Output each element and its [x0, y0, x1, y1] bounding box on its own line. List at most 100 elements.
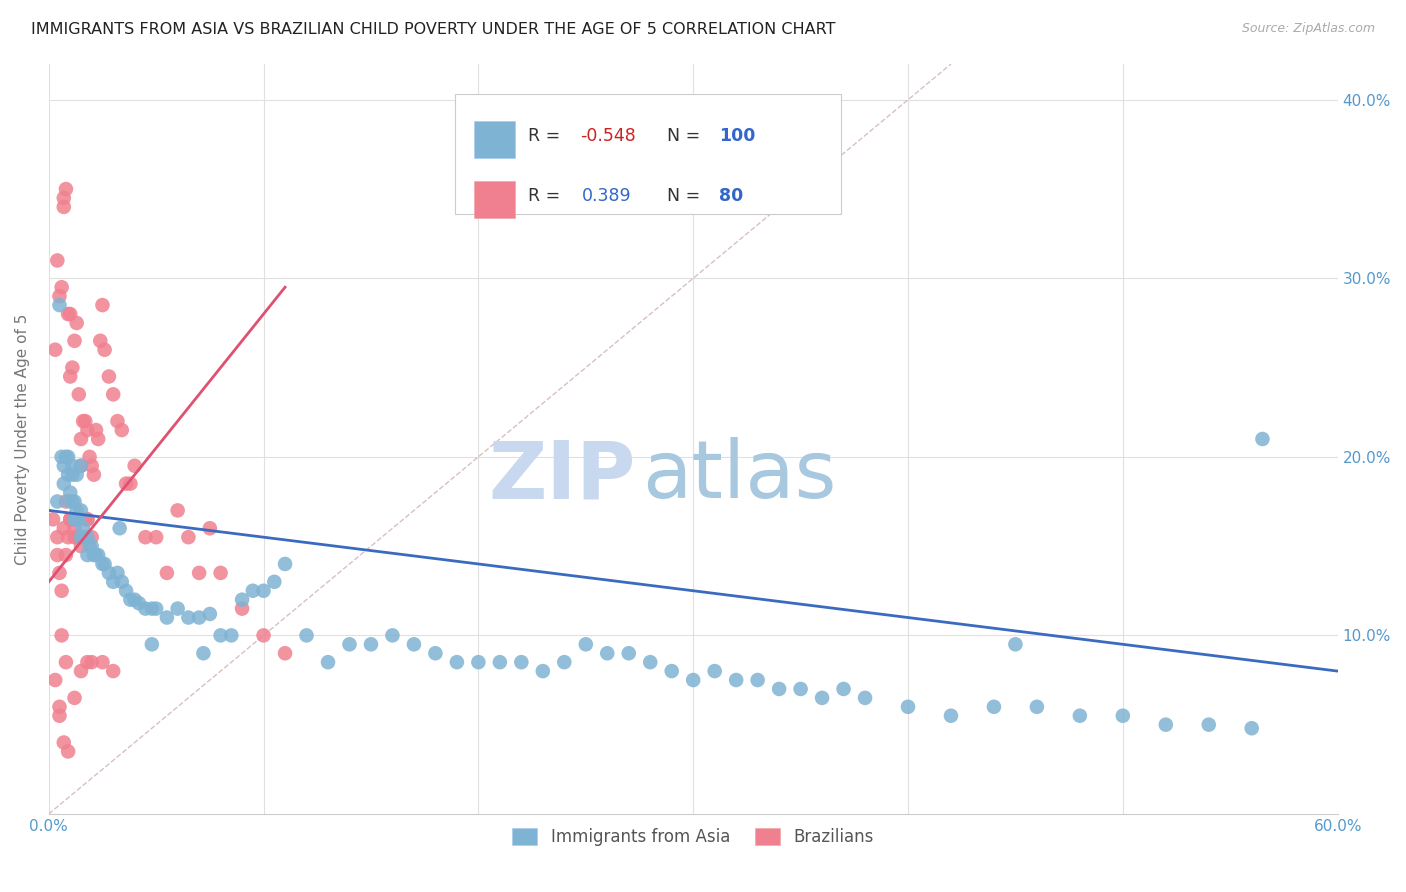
Point [63, 334, 86, 348]
Point [575, 637, 598, 651]
Point [156, 610, 179, 624]
Point [274, 557, 297, 571]
Point [66, 530, 89, 544]
Point [252, 628, 274, 642]
Text: N =: N = [668, 187, 706, 205]
Point [75, 414, 97, 428]
Point [166, 601, 188, 615]
Point [60, 467, 83, 482]
Point [91, 298, 114, 312]
Point [63, 690, 86, 705]
FancyBboxPatch shape [474, 181, 516, 218]
Point [60, 360, 83, 375]
Point [72, 521, 94, 535]
Text: atlas: atlas [641, 437, 837, 516]
Point [70, 432, 93, 446]
Point [83, 467, 105, 482]
Point [76, 655, 98, 669]
Point [120, 476, 142, 491]
Point [128, 596, 150, 610]
Point [703, 664, 725, 678]
Point [188, 610, 211, 624]
Point [489, 655, 512, 669]
Point [897, 699, 920, 714]
Point [48, 566, 70, 580]
Point [63, 521, 86, 535]
Y-axis label: Child Poverty Under the Age of 5: Child Poverty Under the Age of 5 [15, 313, 30, 565]
Text: IMMIGRANTS FROM ASIA VS BRAZILIAN CHILD POVERTY UNDER THE AGE OF 5 CORRELATION C: IMMIGRANTS FROM ASIA VS BRAZILIAN CHILD … [31, 22, 835, 37]
Point [63, 530, 86, 544]
Point [52, 521, 75, 535]
Point [339, 637, 361, 651]
Point [60, 458, 83, 473]
Point [107, 414, 129, 428]
Point [209, 628, 232, 642]
Point [141, 637, 163, 651]
Point [141, 601, 163, 615]
Point [97, 369, 120, 384]
Point [76, 423, 98, 437]
Point [87, 548, 110, 562]
Point [70, 458, 93, 473]
Point [48, 708, 70, 723]
Point [381, 628, 404, 642]
Point [97, 566, 120, 580]
Point [72, 414, 94, 428]
Point [811, 690, 834, 705]
Point [56, 307, 79, 321]
Point [274, 646, 297, 660]
Point [59, 369, 82, 384]
Point [446, 655, 468, 669]
Point [1154, 717, 1177, 731]
Point [70, 530, 93, 544]
Point [51, 628, 73, 642]
Point [467, 655, 489, 669]
Point [425, 646, 447, 660]
Point [42, 512, 65, 526]
Point [221, 628, 243, 642]
Point [510, 655, 533, 669]
Point [402, 637, 425, 651]
Point [638, 655, 661, 669]
Point [60, 494, 83, 508]
Point [89, 334, 111, 348]
Text: N =: N = [668, 127, 706, 145]
Point [177, 530, 200, 544]
Point [52, 191, 75, 205]
Point [60, 512, 83, 526]
Point [59, 512, 82, 526]
Point [252, 583, 274, 598]
Point [46, 494, 69, 508]
Point [52, 735, 75, 749]
Point [52, 458, 75, 473]
Text: R =: R = [529, 187, 567, 205]
Point [242, 583, 264, 598]
Point [76, 548, 98, 562]
Point [93, 343, 115, 357]
Text: 80: 80 [718, 187, 744, 205]
Point [295, 628, 318, 642]
Point [134, 530, 156, 544]
FancyBboxPatch shape [474, 121, 516, 158]
Legend: Immigrants from Asia, Brazilians: Immigrants from Asia, Brazilians [505, 820, 882, 855]
Point [80, 539, 103, 553]
Text: R =: R = [529, 127, 567, 145]
Point [103, 664, 125, 678]
FancyBboxPatch shape [454, 94, 841, 214]
Point [79, 539, 101, 553]
Point [70, 458, 93, 473]
Point [76, 530, 98, 544]
Point [553, 655, 575, 669]
Point [316, 655, 339, 669]
Point [84, 423, 107, 437]
Point [55, 182, 77, 196]
Point [66, 467, 89, 482]
Point [66, 503, 89, 517]
Point [725, 673, 748, 687]
Point [70, 503, 93, 517]
Point [56, 744, 79, 758]
Point [103, 387, 125, 401]
Point [80, 655, 103, 669]
Point [56, 530, 79, 544]
Point [747, 673, 769, 687]
